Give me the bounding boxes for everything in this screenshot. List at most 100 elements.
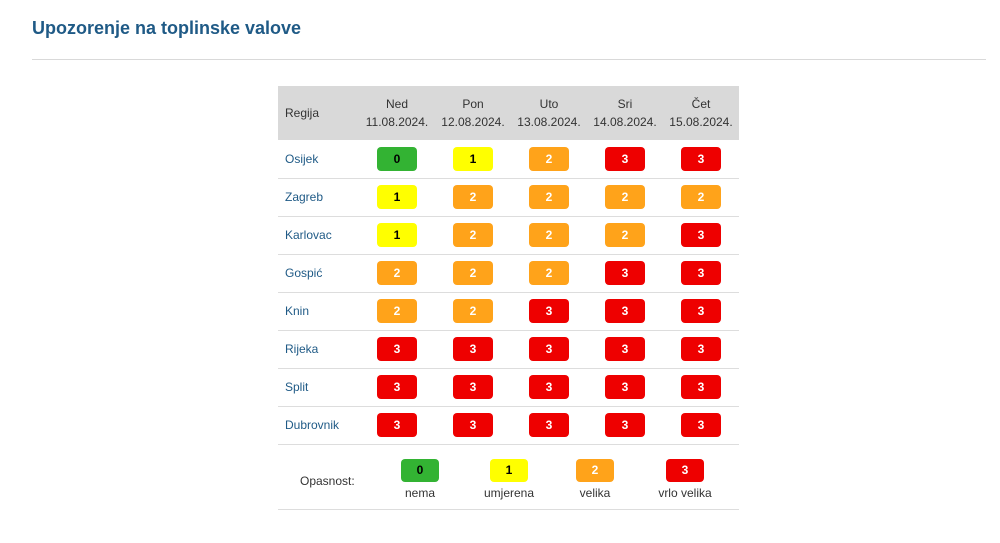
region-link[interactable]: Dubrovnik <box>278 406 359 445</box>
region-link[interactable]: Gospić <box>278 254 359 293</box>
region-link[interactable]: Zagreb <box>278 178 359 217</box>
level-cell: 2 <box>511 178 587 217</box>
warning-level-badge: 3 <box>453 413 493 437</box>
level-cell: 2 <box>587 216 663 255</box>
level-cell: 2 <box>359 292 435 331</box>
page-title: Upozorenje na toplinske valove <box>32 18 302 38</box>
day-name: Uto <box>539 97 559 111</box>
heatwave-warning-table: Regija Ned 11.08.2024. Pon 12.08.2024. U… <box>278 86 739 445</box>
warning-level-badge: 2 <box>453 223 493 247</box>
level-cell: 2 <box>435 216 511 255</box>
level-cell: 3 <box>663 330 739 369</box>
warning-level-badge: 0 <box>377 146 417 171</box>
warning-level-badge: 1 <box>377 185 417 209</box>
warning-level-badge: 2 <box>377 299 417 323</box>
level-cell: 3 <box>511 406 587 445</box>
day-column-header: Ned 11.08.2024. <box>359 86 435 140</box>
warning-level-badge: 2 <box>377 261 417 285</box>
legend-text: nema <box>404 486 436 500</box>
level-cell: 3 <box>663 140 739 179</box>
legend-item-umjerena: 1 umjerena <box>464 459 554 500</box>
region-link[interactable]: Osijek <box>278 140 359 179</box>
legend-item-nema: 0 nema <box>375 459 465 500</box>
level-cell: 2 <box>511 254 587 293</box>
warning-level-badge: 1 <box>377 223 417 247</box>
warning-level-badge: 3 <box>529 299 569 323</box>
warning-level-badge: 3 <box>529 337 569 361</box>
level-cell: 3 <box>587 254 663 293</box>
region-link[interactable]: Karlovac <box>278 216 359 255</box>
level-cell: 3 <box>587 368 663 407</box>
level-cell: 1 <box>359 178 435 217</box>
level-cell: 3 <box>435 330 511 369</box>
warning-level-badge: 2 <box>453 299 493 323</box>
warning-level-badge: 3 <box>453 337 493 361</box>
level-cell: 1 <box>435 140 511 179</box>
warning-level-badge: 3 <box>605 261 645 285</box>
warning-level-badge: 2 <box>605 185 645 209</box>
warning-level-badge: 2 <box>529 185 569 209</box>
day-name: Sri <box>617 97 633 111</box>
level-cell: 3 <box>359 368 435 407</box>
level-cell: 3 <box>663 368 739 407</box>
table-row: Zagreb 1 2 2 2 2 <box>278 178 739 217</box>
level-cell: 3 <box>663 254 739 293</box>
legend-text: umjerena <box>483 486 535 500</box>
title-divider <box>32 59 986 60</box>
warning-level-badge: 2 <box>529 223 569 247</box>
legend-badge: 3 <box>666 459 704 482</box>
table-row: Gospić 2 2 2 3 3 <box>278 254 739 293</box>
table-row: Knin 2 2 3 3 3 <box>278 292 739 331</box>
level-cell: 3 <box>663 406 739 445</box>
warning-level-badge: 3 <box>681 375 721 399</box>
legend-item-velika: 2 velika <box>550 459 640 500</box>
table-row: Karlovac 1 2 2 2 3 <box>278 216 739 255</box>
day-date: 15.08.2024. <box>669 115 733 129</box>
legend-text: velika <box>579 486 611 500</box>
level-cell: 3 <box>435 406 511 445</box>
level-cell: 2 <box>587 178 663 217</box>
warning-level-badge: 2 <box>453 185 493 209</box>
warning-level-badge: 3 <box>605 146 645 171</box>
legend-item-vrlo-velika: 3 vrlo velika <box>640 459 730 500</box>
level-cell: 3 <box>435 368 511 407</box>
warning-level-badge: 2 <box>529 146 569 171</box>
table-body: Osijek 0 1 2 3 3 Zagreb 1 2 2 2 2 Karlovac 1 2 2 2 3 Gospi… <box>278 140 739 445</box>
table-row: Split 3 3 3 3 3 <box>278 368 739 407</box>
warning-level-badge: 3 <box>377 337 417 361</box>
legend-badge: 0 <box>401 459 439 482</box>
day-name: Čet <box>691 97 711 111</box>
level-cell: 3 <box>359 330 435 369</box>
warning-level-badge: 3 <box>681 413 721 437</box>
level-cell: 3 <box>663 292 739 331</box>
warning-level-badge: 2 <box>453 261 493 285</box>
region-link[interactable]: Split <box>278 368 359 407</box>
level-cell: 3 <box>587 330 663 369</box>
warning-level-badge: 3 <box>377 413 417 437</box>
day-column-header: Čet 15.08.2024. <box>663 86 739 140</box>
level-cell: 3 <box>511 292 587 331</box>
level-cell: 3 <box>587 140 663 179</box>
warning-level-badge: 2 <box>529 261 569 285</box>
legend-badge: 2 <box>576 459 614 482</box>
table-row: Rijeka 3 3 3 3 3 <box>278 330 739 369</box>
region-link[interactable]: Rijeka <box>278 330 359 369</box>
day-column-header: Pon 12.08.2024. <box>435 86 511 140</box>
warning-level-badge: 2 <box>605 223 645 247</box>
warning-level-badge: 3 <box>605 337 645 361</box>
day-date: 12.08.2024. <box>441 115 505 129</box>
level-cell: 1 <box>359 216 435 255</box>
day-name: Pon <box>462 97 484 111</box>
day-column-header: Sri 14.08.2024. <box>587 86 663 140</box>
table-header-row: Regija Ned 11.08.2024. Pon 12.08.2024. U… <box>278 86 739 140</box>
legend-text: vrlo velika <box>658 486 712 500</box>
level-cell: 0 <box>359 140 435 179</box>
region-link[interactable]: Knin <box>278 292 359 331</box>
warning-level-badge: 3 <box>605 299 645 323</box>
warning-level-badge: 3 <box>605 375 645 399</box>
warning-level-badge: 3 <box>681 299 721 323</box>
warning-level-badge: 3 <box>529 375 569 399</box>
level-cell: 2 <box>511 140 587 179</box>
level-cell: 2 <box>435 178 511 217</box>
level-cell: 3 <box>663 216 739 255</box>
